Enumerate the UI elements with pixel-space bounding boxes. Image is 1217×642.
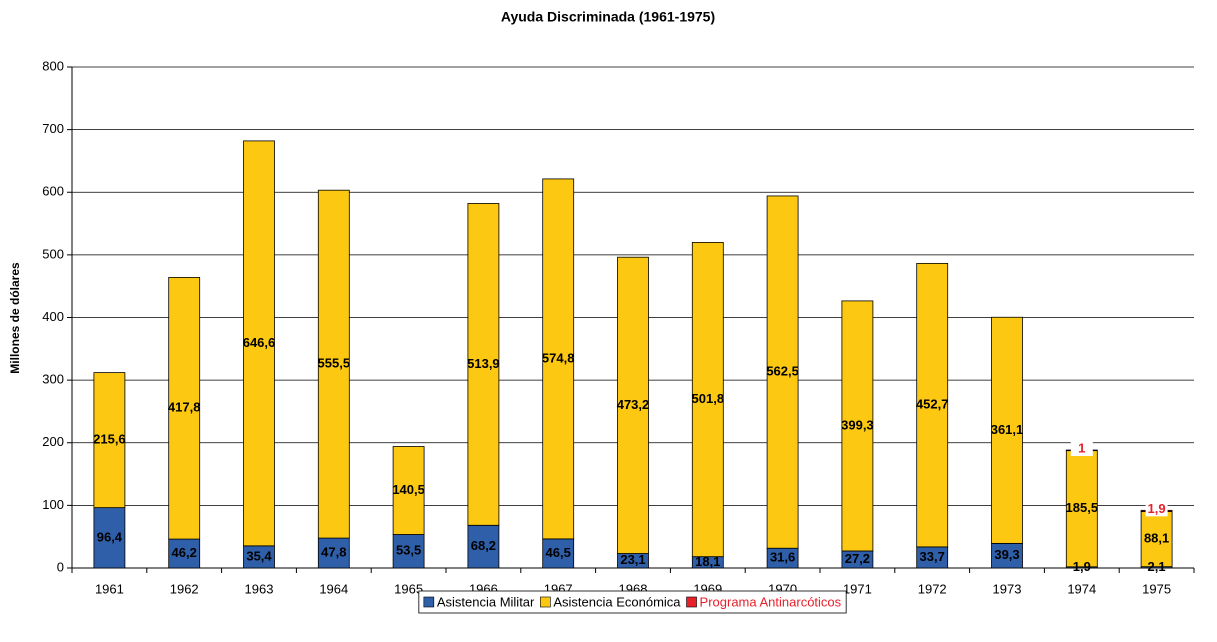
bar-segment <box>392 446 425 535</box>
legend: Asistencia Militar Asistencia Económica Pr… <box>418 590 847 614</box>
value-label: 562,5 <box>766 364 799 379</box>
bar-segment <box>168 277 201 540</box>
bar-segment <box>766 195 799 549</box>
y-tick-label: 600 <box>42 184 64 199</box>
bar-segment <box>542 178 575 540</box>
x-tick-label: 1975 <box>1142 581 1171 596</box>
value-label: 555,5 <box>318 356 351 371</box>
value-label: 513,9 <box>467 356 500 371</box>
value-label: 46,5 <box>546 545 571 560</box>
bars <box>93 140 1173 569</box>
legend-swatch <box>540 596 551 608</box>
legend-swatch <box>686 596 697 608</box>
bar-segment <box>317 537 350 569</box>
bar-segment <box>991 542 1023 569</box>
x-tick-label: 1962 <box>170 581 199 596</box>
label-bg <box>1070 441 1093 457</box>
value-label: 1,9 <box>1148 501 1166 516</box>
value-label: 501,8 <box>692 391 725 406</box>
value-label: 185,5 <box>1066 500 1099 515</box>
chart-title: Ayuda Discriminada (1961-1975) <box>501 9 715 25</box>
bar-segment <box>916 262 949 548</box>
legend-swatch <box>423 596 435 608</box>
label-bg <box>1145 501 1168 517</box>
value-label: 35,4 <box>246 548 272 563</box>
y-tick-label: 500 <box>42 246 64 261</box>
bar-segment <box>243 140 275 547</box>
y-tick-label: 100 <box>42 497 64 512</box>
value-label: 27,2 <box>845 551 870 566</box>
bar-segment <box>467 524 500 569</box>
x-tick-label: 1961 <box>95 581 124 596</box>
value-label: 1,9 <box>1073 559 1091 574</box>
y-tick-label: 0 <box>57 559 64 574</box>
y-tick-label: 300 <box>42 372 64 387</box>
value-label: 361,1 <box>991 422 1024 437</box>
x-tick-label: 1974 <box>1067 581 1096 596</box>
bar-segment <box>93 372 126 509</box>
y-axis-title: Millones de dólares <box>8 262 22 374</box>
value-label: 18,1 <box>695 554 720 569</box>
bar-segment <box>991 316 1023 544</box>
x-tick-label: 1964 <box>319 581 348 596</box>
legend-label: Asistencia Militar <box>437 594 535 609</box>
y-tick-label: 700 <box>42 121 64 136</box>
value-label: 88,1 <box>1144 531 1169 546</box>
labels: 96,4 215,6 46,2 417,8 35,4 646,6 47,8 555,5 53,5… <box>93 335 1169 574</box>
bar-segment <box>392 534 425 569</box>
value-label: 46,2 <box>172 545 197 560</box>
bar-segment <box>617 256 649 554</box>
value-label: 53,5 <box>396 543 421 558</box>
y-tick-label: 200 <box>42 434 64 449</box>
value-label: 47,8 <box>321 544 346 559</box>
bar-segment <box>841 300 874 552</box>
legend-label: Asistencia Económica <box>553 594 681 609</box>
bar-segment <box>467 203 500 526</box>
x-tick-label: 1963 <box>245 581 274 596</box>
value-label: 31,6 <box>770 550 795 565</box>
value-label: 140,5 <box>392 482 425 497</box>
value-label: 417,8 <box>168 400 201 415</box>
value-label: 399,3 <box>841 417 874 432</box>
legend-label: Programa Antinarcóticos <box>700 594 842 609</box>
value-label: 96,4 <box>97 529 123 544</box>
value-label: 473,2 <box>617 397 650 412</box>
bar-segment <box>542 538 575 569</box>
x-tick-label: 1973 <box>993 581 1022 596</box>
y-tick-label: 800 <box>42 58 64 73</box>
y-tick-label: 400 <box>42 309 64 324</box>
value-label: 574,8 <box>542 350 575 365</box>
x-tick-label: 1972 <box>918 581 947 596</box>
bar-segment <box>691 242 724 558</box>
x-tick-label: 1971 <box>843 581 872 596</box>
value-label: 1 <box>1078 440 1085 455</box>
bar-segment <box>93 507 126 569</box>
value-label: 215,6 <box>93 432 126 447</box>
value-label: 68,2 <box>471 538 496 553</box>
value-label: 452,7 <box>916 397 949 412</box>
bar-segment <box>168 538 201 569</box>
value-label: 23,1 <box>620 552 645 567</box>
bar-segment <box>317 189 350 539</box>
value-label: 33,7 <box>920 549 945 564</box>
value-label: 39,3 <box>994 547 1019 562</box>
x-tick-label: 1965 <box>394 581 423 596</box>
bar-segment <box>1065 450 1098 568</box>
value-label: 646,6 <box>243 335 276 350</box>
legend-box <box>418 590 847 614</box>
value-label: 2,1 <box>1148 559 1166 574</box>
